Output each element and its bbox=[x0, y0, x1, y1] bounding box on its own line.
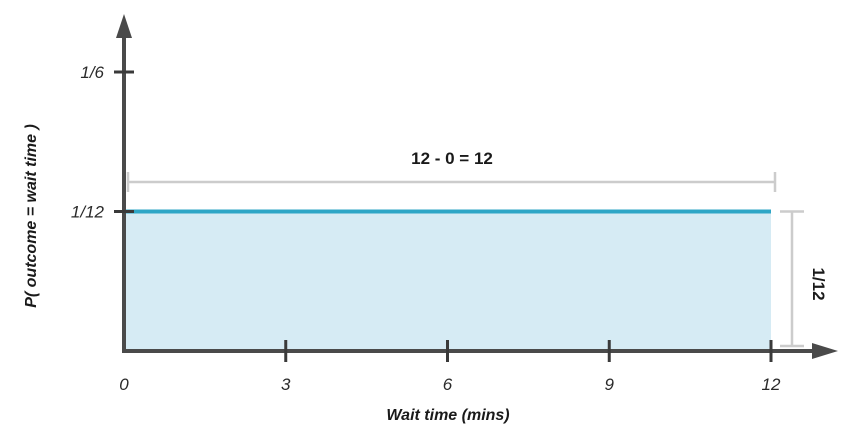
x-axis-label: Wait time (mins) bbox=[386, 407, 509, 424]
x-tick-label: 6 bbox=[443, 375, 453, 394]
distribution-area bbox=[124, 211, 771, 351]
y-ticks: 1/12 1/6 bbox=[71, 63, 134, 222]
y-tick-label: 1/12 bbox=[71, 203, 105, 222]
x-axis-arrow-icon bbox=[812, 343, 838, 359]
width-annotation: 12 - 0 = 12 bbox=[411, 149, 493, 168]
x-tick-label: 0 bbox=[119, 375, 129, 394]
x-tick-label: 9 bbox=[605, 375, 615, 394]
x-tick-label: 12 bbox=[762, 375, 781, 394]
x-tick-label: 3 bbox=[281, 375, 291, 394]
height-dimension bbox=[780, 210, 804, 348]
x-ticks: 0 3 6 9 12 bbox=[119, 340, 781, 394]
height-annotation: 1/12 bbox=[809, 267, 828, 300]
y-tick-label: 1/6 bbox=[80, 63, 104, 82]
y-axis-label: P( outcome = wait time ) bbox=[23, 124, 40, 308]
y-axis-arrow-icon bbox=[116, 14, 132, 38]
width-dimension bbox=[126, 172, 777, 192]
